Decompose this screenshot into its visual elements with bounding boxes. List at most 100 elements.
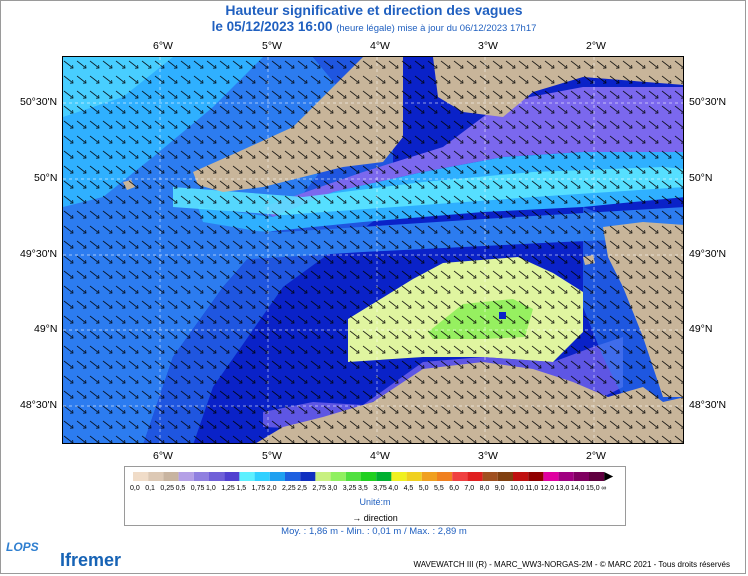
legend-swatch	[269, 472, 285, 481]
legend-swatch	[558, 472, 574, 481]
lon-label-bottom: 3°W	[478, 450, 498, 462]
map-canvas	[63, 57, 683, 443]
forecast-datetime: le 05/12/2023 16:00	[211, 19, 333, 34]
legend-tick-label: 10,0	[510, 485, 524, 492]
legend-swatch	[406, 472, 422, 481]
legend-swatch	[513, 472, 529, 481]
legend-swatch	[528, 472, 544, 481]
legend-swatch	[300, 472, 316, 481]
legend-tick-label: 0,1	[145, 485, 155, 492]
legend-tick-label: 4,5	[403, 485, 414, 492]
lon-label-bottom: 4°W	[370, 450, 390, 462]
legend-swatch	[330, 472, 346, 481]
lat-label-left: 48°30'N	[20, 399, 58, 411]
legend-tick-label: 8,0	[479, 485, 490, 492]
statistics-line: Moy. : 1,86 m - Min. : 0,01 m / Max. : 2…	[281, 526, 467, 537]
map-title: Hauteur significative et direction des v…	[225, 2, 523, 18]
lon-label-top: 6°W	[153, 40, 173, 52]
update-note: (heure légale) mise à jour du 06/12/2023…	[336, 23, 537, 34]
legend-arrow-end	[604, 472, 614, 481]
legend-direction: → direction	[125, 513, 625, 523]
legend-swatch	[573, 472, 589, 481]
lat-label-right: 49°30'N	[689, 248, 727, 260]
graticule	[63, 57, 683, 443]
legend-swatch	[391, 472, 407, 481]
legend-tick-label: 2,0	[266, 485, 277, 492]
lat-label-right: 48°30'N	[689, 399, 727, 411]
ifremer-logo: Ifremer	[60, 550, 122, 570]
legend-swatch	[467, 472, 483, 481]
legend-swatch	[482, 472, 498, 481]
legend-swatch	[345, 472, 361, 481]
legend-swatch	[421, 472, 437, 481]
legend-tick-label: 11,0	[525, 485, 539, 492]
lops-logo: LOPS	[6, 540, 39, 554]
lon-label-bottom: 6°W	[153, 450, 173, 462]
legend-tick-label: ∞	[601, 485, 607, 492]
legend-tick-label: 5,0	[418, 485, 429, 492]
legend-tick-label: 5,5	[434, 485, 444, 492]
lon-label-top: 4°W	[370, 40, 390, 52]
legend-tick-label: 1,5	[236, 485, 247, 492]
legend-tick-label: 0,75	[190, 485, 205, 492]
legend-swatch	[497, 472, 513, 481]
legend-tick-label: 2,5	[297, 485, 307, 492]
legend-tick-label: 9,0	[494, 485, 505, 492]
legend-swatch	[254, 472, 270, 481]
legend-swatch	[133, 472, 149, 481]
arrow-icon: →	[352, 513, 362, 523]
lon-label-bottom: 5°W	[262, 450, 282, 462]
legend-tick-label: 1,25	[221, 485, 235, 492]
legend-swatch	[193, 472, 209, 481]
legend-colorbar	[133, 472, 614, 481]
legend-tick-label: 2,25	[282, 485, 296, 492]
legend-swatch	[239, 472, 255, 481]
legend-swatch	[376, 472, 392, 481]
legend-tick-label: 3,25	[342, 485, 357, 492]
lon-label-top: 3°W	[478, 40, 498, 52]
legend-tick-label: 2,75	[312, 485, 327, 492]
legend-tick-label: 15,0	[586, 485, 600, 492]
legend-tick-label: 0,0	[130, 485, 140, 492]
legend-swatch	[589, 472, 605, 481]
legend-swatch	[148, 472, 164, 481]
legend-tick-label: 1,0	[206, 485, 216, 492]
legend-tick-label: 6,0	[449, 485, 459, 492]
lon-label-top: 5°W	[262, 40, 282, 52]
legend-unit: Unité:m	[359, 497, 391, 507]
lat-label-left: 50°30'N	[20, 96, 58, 108]
legend-swatch	[209, 472, 225, 481]
lat-label-right: 49°N	[689, 323, 713, 335]
lat-label-left: 49°30'N	[20, 248, 58, 260]
legend-swatch	[361, 472, 377, 481]
lat-label-right: 50°N	[689, 172, 713, 184]
lat-label-left: 49°N	[34, 323, 58, 335]
legend-tick-label: 3,5	[358, 485, 368, 492]
legend-tick-label: 13,0	[555, 485, 570, 492]
legend-tick-label: 3,75	[373, 485, 387, 492]
legend-swatch	[163, 472, 179, 481]
map-subtitle: le 05/12/2023 16:00 (heure légale) mise …	[0, 19, 748, 34]
wave-height-map[interactable]	[62, 56, 684, 444]
legend-tick-label: 0,25	[160, 485, 175, 492]
legend-swatch	[285, 472, 301, 481]
lat-label-left: 50°N	[34, 172, 58, 184]
legend-swatch	[543, 472, 559, 481]
lon-label-bottom: 2°W	[586, 450, 606, 462]
legend-tick-label: 12,0	[540, 485, 555, 492]
legend-tick-label: 0,5	[175, 485, 186, 492]
legend-direction-label: direction	[363, 513, 398, 523]
legend-swatch	[315, 472, 331, 481]
credit-line: WAVEWATCH III (R) - MARC_WW3-NORGAS-2M -…	[413, 560, 730, 569]
legend-tick-label: 1,75	[251, 485, 266, 492]
lon-label-top: 2°W	[586, 40, 606, 52]
wave-direction-arrows	[63, 57, 683, 443]
legend-swatch	[178, 472, 194, 481]
legend-tick-label: 14,0	[570, 485, 585, 492]
legend-swatch	[452, 472, 468, 481]
legend-swatch	[224, 472, 240, 481]
legend-tick-label: 4,0	[388, 485, 399, 492]
legend-swatch	[437, 472, 453, 481]
legend-tick-label: 3,0	[327, 485, 338, 492]
